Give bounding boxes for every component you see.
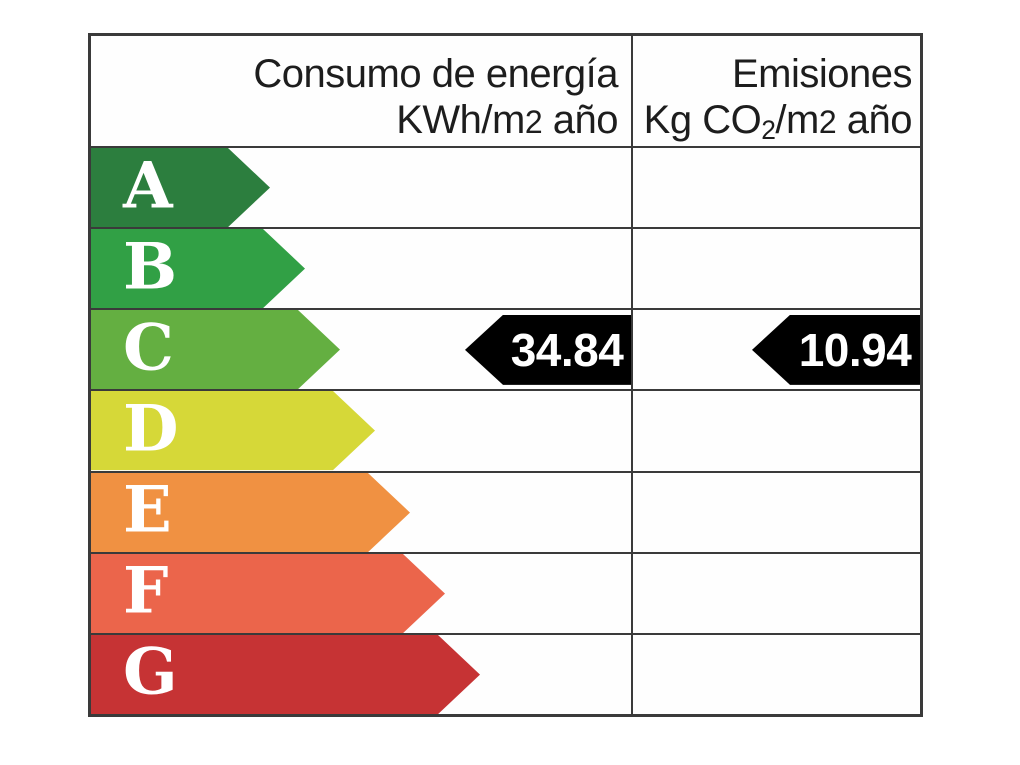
rating-row-f: F <box>91 551 920 633</box>
consumption-value: 34.84 <box>510 323 624 376</box>
rating-letter: A <box>123 148 173 224</box>
rating-arrow-icon <box>91 391 375 471</box>
rating-letter: D <box>123 391 179 467</box>
rating-row-c: C 34.84 10.94 <box>91 308 920 390</box>
rating-arrow-icon <box>91 148 270 228</box>
rating-row-e: E <box>91 470 920 552</box>
consumption-indicator-arrow: 34.84 <box>465 314 631 385</box>
emissions-value: 10.94 <box>798 323 912 376</box>
rating-row-g: G <box>91 632 920 714</box>
emissions-header-title: Emisiones <box>731 52 913 96</box>
rating-letter: F <box>123 553 169 629</box>
energy-rating-table: Consumo de energía KWh/m2 año Emisiones … <box>88 33 923 717</box>
column-divider <box>631 36 633 714</box>
consumption-column-header: Consumo de energía KWh/m2 año <box>91 36 631 146</box>
rating-row-d: D <box>91 389 920 471</box>
rating-arrow-icon <box>91 472 410 552</box>
rating-arrow-icon <box>91 229 305 309</box>
rating-letter: B <box>123 229 178 305</box>
emissions-header-unit: Kg CO2/m2 año <box>643 98 913 145</box>
consumption-header-title: Consumo de energía <box>253 52 618 96</box>
rating-letter: C <box>123 310 174 386</box>
rating-arrow-icon <box>91 634 480 714</box>
emissions-indicator-arrow: 10.94 <box>752 314 920 385</box>
rating-letter: E <box>123 472 172 548</box>
rating-letter: G <box>123 635 178 711</box>
rating-arrow-icon <box>91 553 445 633</box>
consumption-header-unit: KWh/m2 año <box>396 98 618 142</box>
rating-row-b: B <box>91 227 920 309</box>
table-header: Consumo de energía KWh/m2 año Emisiones … <box>91 36 920 146</box>
rating-row-a: A <box>91 146 920 228</box>
emissions-column-header: Emisiones Kg CO2/m2 año <box>631 36 920 146</box>
rating-arrow-icon <box>91 310 340 390</box>
